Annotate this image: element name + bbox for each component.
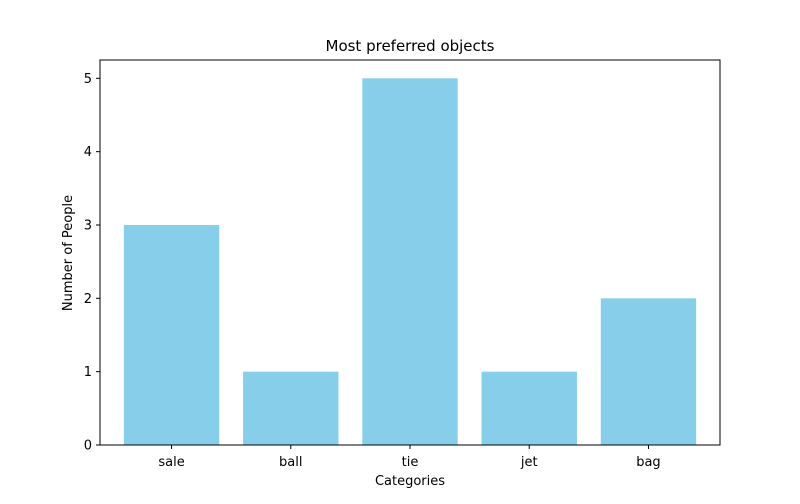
bar-ball — [243, 371, 339, 445]
x-axis-label: Categories — [375, 474, 445, 489]
bar-sale — [123, 225, 220, 445]
y-tick-label-2: 2 — [84, 292, 92, 307]
x-tick-label-jet: jet — [520, 455, 538, 470]
y-tick-label-4: 4 — [84, 145, 92, 160]
x-tick-label-ball: ball — [279, 455, 302, 470]
x-tick-label-tie: tie — [402, 455, 419, 470]
x-tick-label-sale: sale — [158, 455, 184, 470]
y-tick-label-1: 1 — [84, 365, 92, 380]
bar-jet — [481, 371, 577, 445]
chart-title: Most preferred objects — [326, 37, 495, 55]
bar-tie — [362, 78, 458, 445]
y-axis-label: Number of People — [61, 195, 76, 311]
plot-area — [123, 78, 697, 445]
x-axis: sale ball tie jet bag — [158, 445, 661, 470]
y-tick-label-3: 3 — [84, 219, 92, 234]
y-tick-label-5: 5 — [84, 72, 92, 87]
bar-bag — [600, 298, 697, 445]
x-tick-label-bag: bag — [636, 455, 660, 470]
y-tick-label-0: 0 — [84, 439, 92, 454]
y-axis: 0 1 2 3 4 5 — [84, 72, 100, 454]
